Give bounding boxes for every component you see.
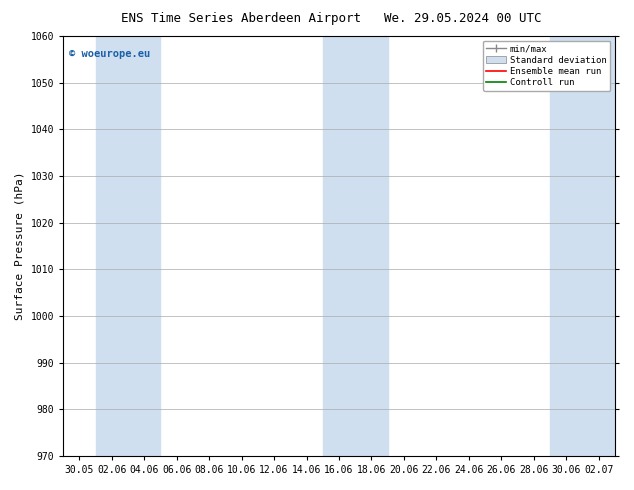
Text: We. 29.05.2024 00 UTC: We. 29.05.2024 00 UTC: [384, 12, 541, 25]
Y-axis label: Surface Pressure (hPa): Surface Pressure (hPa): [15, 172, 25, 320]
Bar: [323, 36, 387, 456]
Bar: [96, 36, 160, 456]
Text: ENS Time Series Aberdeen Airport: ENS Time Series Aberdeen Airport: [121, 12, 361, 25]
Text: © woeurope.eu: © woeurope.eu: [68, 49, 150, 59]
Bar: [550, 36, 615, 456]
Legend: min/max, Standard deviation, Ensemble mean run, Controll run: min/max, Standard deviation, Ensemble me…: [483, 41, 611, 91]
